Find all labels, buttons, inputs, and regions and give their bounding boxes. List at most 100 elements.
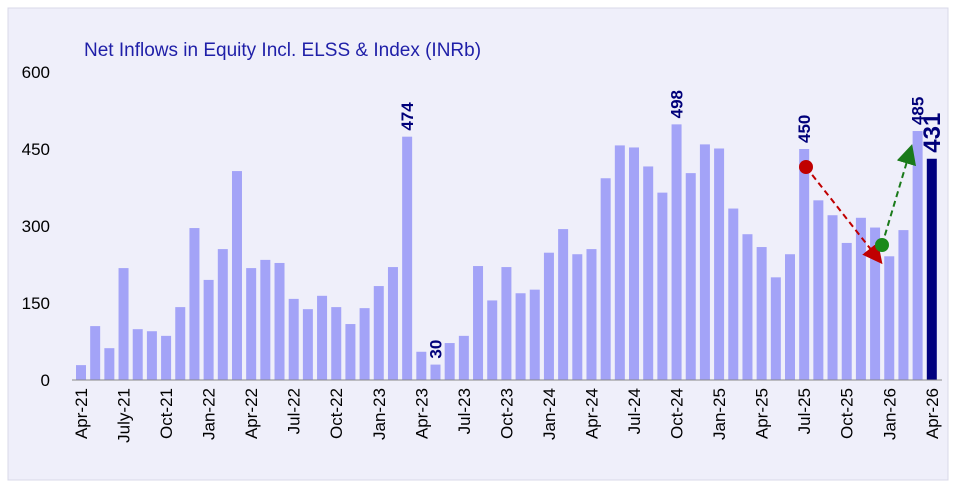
- panel: [7, 7, 949, 481]
- bar: [643, 166, 654, 380]
- bar: [770, 277, 781, 380]
- bar: [217, 249, 228, 380]
- bar: [785, 254, 795, 380]
- bar: [359, 308, 370, 380]
- bar: [430, 364, 441, 380]
- value-label: 485: [909, 97, 928, 125]
- bar: [444, 343, 455, 380]
- bar: [629, 147, 640, 380]
- bar: [884, 256, 895, 380]
- bar: [699, 144, 710, 380]
- dot-green: [875, 238, 889, 252]
- bar: [373, 286, 384, 380]
- bar: [685, 173, 696, 380]
- bar: [161, 335, 172, 380]
- bar: [501, 267, 512, 380]
- bar: [515, 293, 526, 380]
- x-tick-label: July-21: [115, 388, 134, 443]
- bar: [302, 309, 313, 380]
- bar: [600, 178, 611, 380]
- x-tick-label: Jan-22: [200, 388, 219, 440]
- bar: [912, 131, 923, 380]
- chart-title: Net Inflows in Equity Incl. ELSS & Index…: [84, 40, 481, 61]
- bar: [118, 268, 129, 380]
- bar: [331, 307, 342, 380]
- value-label: 498: [668, 90, 687, 118]
- bar: [671, 124, 682, 380]
- x-tick-label: Apr-22: [242, 388, 261, 439]
- bar: [813, 200, 824, 380]
- bar: [458, 335, 469, 380]
- bar: [841, 242, 852, 380]
- bar: [756, 247, 767, 380]
- bar: [855, 217, 866, 380]
- bar: [898, 230, 909, 380]
- x-tick-label: Apr-21: [72, 388, 91, 439]
- x-tick-label: Jul-23: [455, 388, 474, 434]
- bar: [260, 259, 271, 380]
- bar: [246, 268, 257, 380]
- bars: [76, 124, 937, 380]
- x-tick-label: Apr-24: [582, 388, 601, 439]
- x-tick-label: Jul-22: [285, 388, 304, 434]
- bar: [926, 158, 937, 380]
- x-tick-label: Oct-24: [668, 388, 687, 439]
- bar: [558, 229, 569, 380]
- bar: [90, 326, 101, 380]
- bar: [231, 171, 242, 380]
- bar: [317, 295, 328, 380]
- arrow-up: [881, 144, 916, 246]
- bar: [714, 148, 725, 380]
- x-tick-label: Oct-22: [327, 388, 346, 439]
- bar: [728, 208, 739, 380]
- bar: [345, 324, 356, 380]
- x-tick-label: Oct-23: [497, 388, 516, 439]
- y-tick-label: 600: [22, 63, 50, 82]
- bar: [416, 351, 427, 380]
- bar: [76, 365, 86, 380]
- x-tick-label: Apr-26: [923, 388, 942, 439]
- y-tick-label: 450: [22, 140, 50, 159]
- x-tick-label: Jan-24: [540, 388, 559, 440]
- value-label: 474: [398, 102, 417, 131]
- x-tick-label: Jan-23: [370, 388, 389, 440]
- x-tick-label: Apr-25: [753, 388, 772, 439]
- bar: [402, 136, 413, 380]
- y-tick-label: 0: [41, 371, 50, 390]
- bar: [146, 331, 157, 380]
- bar: [104, 348, 115, 380]
- bar: [543, 252, 554, 380]
- bar: [870, 227, 881, 380]
- bar: [572, 254, 583, 380]
- value-label: 431: [919, 113, 946, 153]
- bar: [203, 279, 214, 380]
- bar: [614, 145, 625, 380]
- bar: [799, 149, 810, 380]
- bar: [175, 307, 186, 380]
- bar: [189, 228, 200, 380]
- bar: [274, 262, 285, 380]
- bar: [487, 300, 498, 380]
- value-label: 450: [795, 115, 814, 143]
- bar: [827, 215, 838, 380]
- x-tick-label: Jan-26: [880, 388, 899, 440]
- value-label: 30: [427, 340, 446, 359]
- bar: [742, 234, 753, 380]
- x-tick-label: Jul-24: [625, 388, 644, 434]
- x-tick-label: Apr-23: [412, 388, 431, 439]
- bar: [473, 266, 484, 380]
- bar: [586, 249, 597, 380]
- dot-red: [799, 160, 813, 174]
- y-tick-label: 300: [22, 217, 50, 236]
- bar: [657, 192, 668, 380]
- bar: [387, 267, 398, 380]
- x-tick-label: Oct-25: [838, 388, 857, 439]
- x-tick-label: Jan-25: [710, 388, 729, 440]
- x-tick-label: Jul-25: [795, 388, 814, 434]
- bar: [529, 289, 540, 380]
- bar: [288, 298, 299, 380]
- y-tick-label: 150: [22, 294, 50, 313]
- bar: [132, 329, 143, 380]
